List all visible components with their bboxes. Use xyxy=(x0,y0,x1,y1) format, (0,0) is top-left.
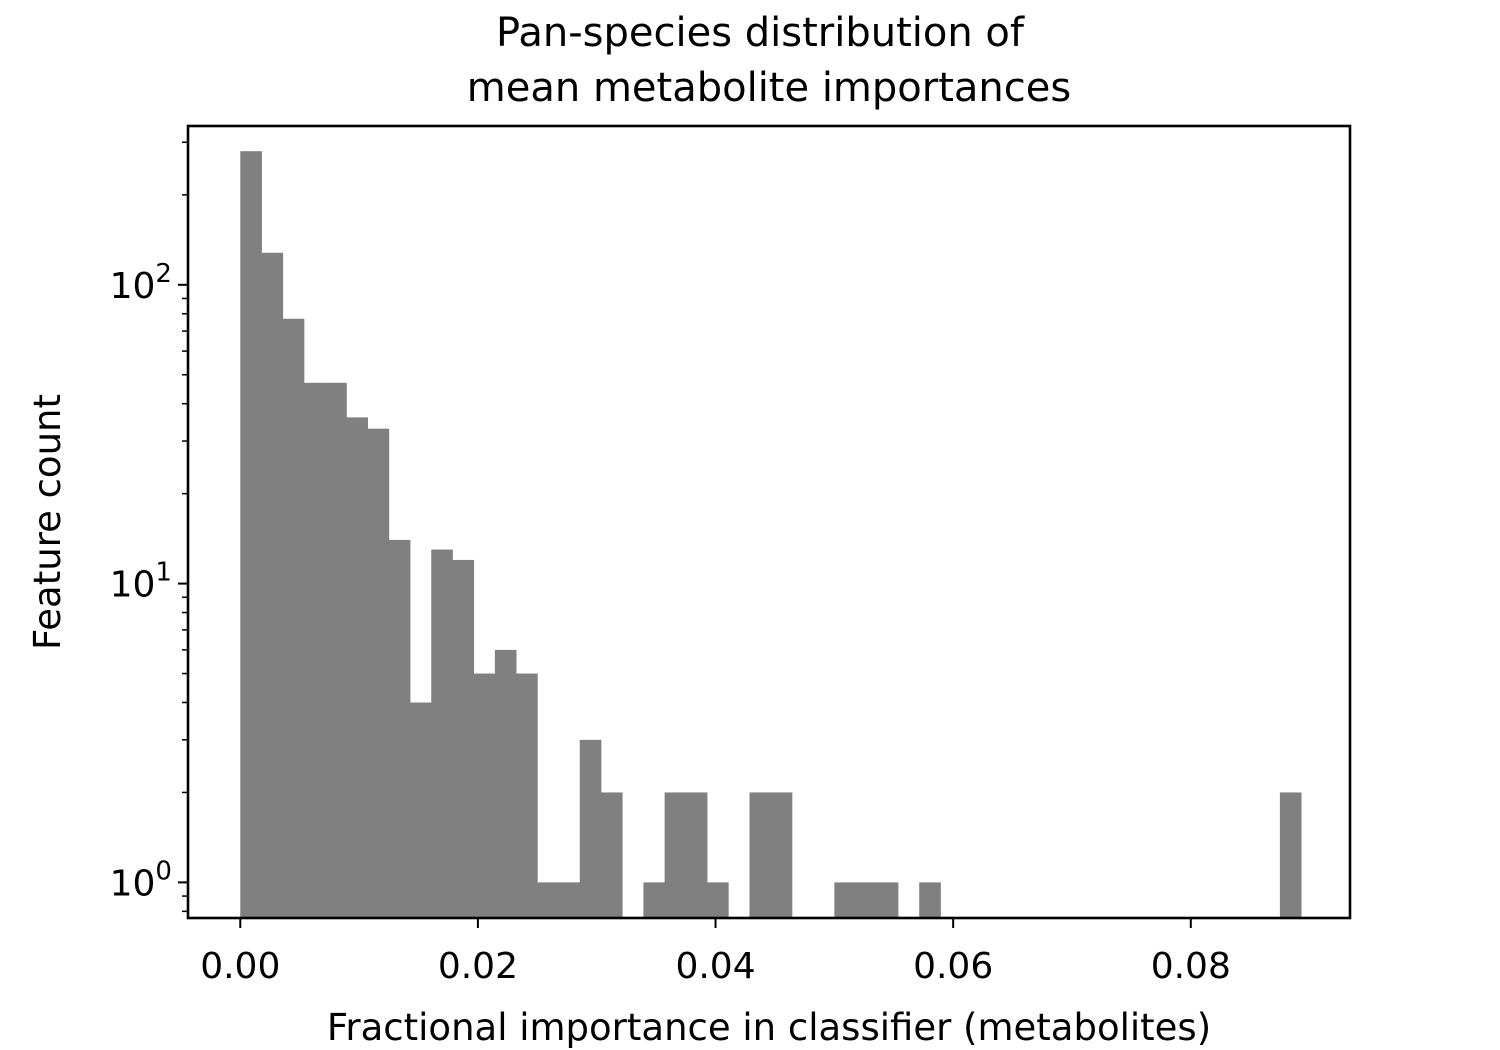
histogram-bar xyxy=(282,318,305,919)
histogram-bar xyxy=(855,882,878,918)
histogram-bar xyxy=(643,882,666,918)
histogram-bar xyxy=(240,151,262,918)
x-axis-label: Fractional importance in classifier (met… xyxy=(327,1006,1211,1049)
histogram-bar xyxy=(537,882,559,918)
bars-layer xyxy=(240,151,1302,919)
histogram-bar xyxy=(685,792,708,918)
histogram-bar xyxy=(516,673,538,918)
histogram-bar xyxy=(473,673,496,918)
y-tick-label: 101 xyxy=(110,558,172,606)
y-axis-label: Feature count xyxy=(26,394,69,650)
y-tick-exponent: 1 xyxy=(155,558,172,588)
histogram-bar xyxy=(876,882,899,918)
histogram-bar xyxy=(303,382,326,918)
histogram-bar xyxy=(558,882,581,918)
y-tick-base: 10 xyxy=(110,266,156,307)
histogram-bar xyxy=(770,792,793,918)
histogram-bar xyxy=(431,549,453,918)
y-tick-exponent: 2 xyxy=(155,259,172,289)
plot-frame xyxy=(186,124,1352,920)
histogram-bar xyxy=(707,882,729,918)
histogram-bar xyxy=(261,252,284,918)
histogram-bar xyxy=(410,702,432,918)
y-tick-label: 100 xyxy=(110,856,172,904)
chart-title-line-1: Pan-species distribution of xyxy=(496,10,1025,56)
histogram-bar xyxy=(1279,792,1302,918)
y-tick-base: 10 xyxy=(110,565,156,606)
histogram-bar xyxy=(388,539,411,918)
histogram-bar xyxy=(834,882,856,918)
histogram-bar xyxy=(452,559,475,918)
histogram-bar xyxy=(579,739,602,918)
chart-title-line-2: mean metabolite importances xyxy=(467,65,1071,111)
x-tick-label: 0.02 xyxy=(438,946,518,987)
x-tick-label: 0.06 xyxy=(913,946,993,987)
histogram-bar xyxy=(346,417,368,918)
histogram-bar xyxy=(494,649,517,918)
y-tick-exponent: 0 xyxy=(155,856,172,886)
histogram-bar xyxy=(600,792,623,918)
y-tick-label: 102 xyxy=(110,259,172,307)
x-tick-label: 0.04 xyxy=(675,946,755,987)
x-tick-label: 0.08 xyxy=(1151,946,1231,987)
histogram-bar xyxy=(325,382,347,918)
histogram-bar xyxy=(664,792,687,918)
y-tick-base: 10 xyxy=(110,863,156,904)
x-tick-label: 0.00 xyxy=(200,946,280,987)
histogram-bar xyxy=(367,428,390,918)
histogram-bar xyxy=(919,882,941,918)
histogram-bar xyxy=(749,792,772,918)
